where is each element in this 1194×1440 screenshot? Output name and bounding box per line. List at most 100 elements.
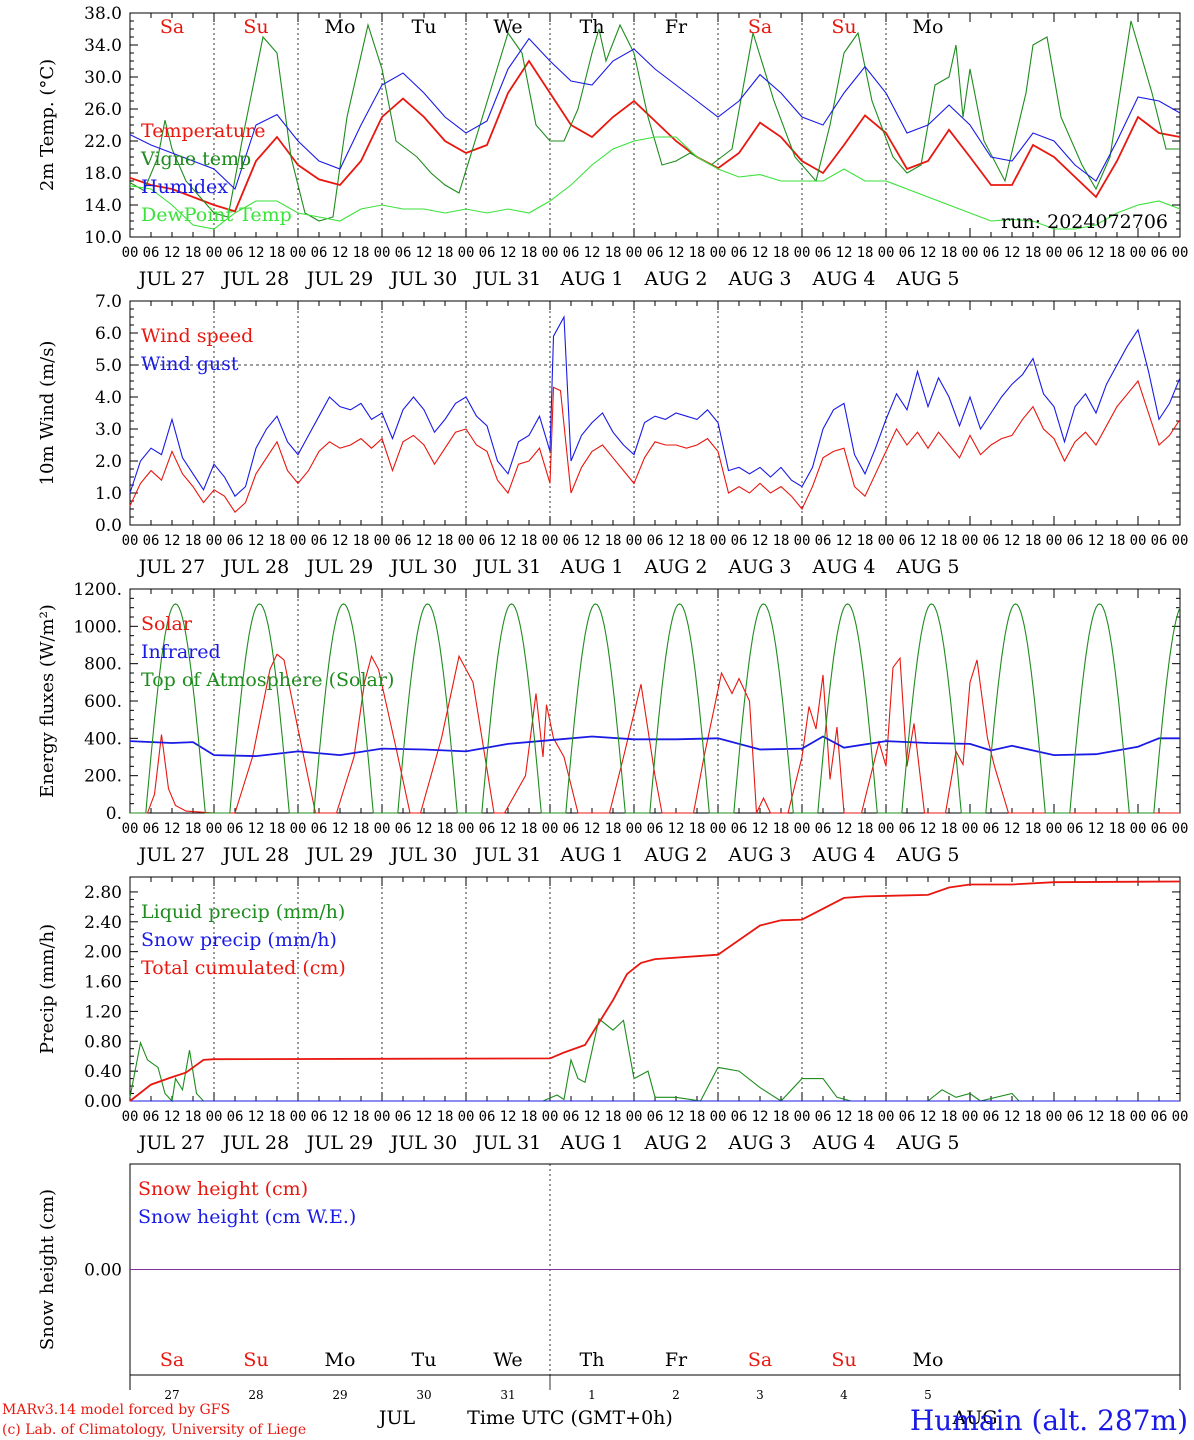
x-hour-label: 00 (962, 1109, 979, 1125)
day-number: 5 (924, 1388, 932, 1402)
x-hour-label: 00 (1172, 533, 1189, 549)
x-day-label: AUG 3 (727, 844, 791, 866)
x-day-label: JUL 28 (221, 556, 289, 578)
y-tick-label: 400. (84, 729, 122, 749)
x-hour-label: 06 (227, 245, 244, 261)
x-hour-label: 00 (290, 245, 307, 261)
weekday-label: Th (580, 1349, 605, 1371)
x-hour-label: 06 (899, 533, 916, 549)
y-tick-label: 4.0 (95, 388, 122, 408)
x-day-label: JUL 30 (389, 556, 457, 578)
run-label: run: 2024072706 (1001, 211, 1168, 233)
y-tick-label: 1.20 (84, 1002, 122, 1022)
x-hour-label: 06 (983, 821, 1000, 837)
weekday-label: Su (831, 1349, 856, 1371)
x-hour-label: 18 (605, 245, 622, 261)
x-hour-label: 00 (710, 821, 727, 837)
x-hour-label: 00 (206, 245, 223, 261)
x-hour-label: 06 (983, 533, 1000, 549)
x-hour-label: 18 (437, 245, 454, 261)
y-tick-label: 30.0 (84, 68, 122, 88)
day-number: 28 (248, 1388, 263, 1402)
x-hour-label: 06 (815, 1109, 832, 1125)
x-hour-label: 12 (1088, 245, 1105, 261)
weekday-label: Mo (325, 1349, 356, 1371)
x-day-label: JUL 29 (305, 268, 373, 290)
x-hour-label: 18 (1109, 533, 1126, 549)
y-tick-label: 600. (84, 692, 122, 712)
weekday-label: Sa (160, 16, 184, 38)
x-hour-label: 18 (857, 533, 874, 549)
x-hour-label: 18 (689, 533, 706, 549)
x-day-label: AUG 2 (643, 1132, 707, 1154)
x-day-label: JUL 31 (473, 556, 541, 578)
plot-frame (129, 588, 1181, 814)
x-hour-label: 00 (1046, 245, 1063, 261)
x-hour-label: 00 (542, 533, 559, 549)
x-hour-label: 06 (143, 245, 160, 261)
y-tick-label: 1.60 (84, 973, 122, 993)
x-hour-label: 00 (794, 821, 811, 837)
x-hour-label: 00 (1130, 821, 1147, 837)
x-day-label: JUL 31 (473, 1132, 541, 1154)
x-day-label: JUL 27 (137, 844, 205, 866)
panel-2: 0.0 1.0 2.0 3.0 4.0 5.0 6.0 7.0 10m Wind (m/s) 00… (37, 292, 1188, 578)
x-hour-label: 12 (248, 1109, 265, 1125)
x-hour-label: 12 (1088, 533, 1105, 549)
x-hour-label: 06 (983, 1109, 1000, 1125)
x-hour-label: 06 (899, 245, 916, 261)
x-hour-label: 12 (668, 533, 685, 549)
legend-entry: Snow height (cm) (138, 1178, 308, 1200)
x-hour-label: 18 (521, 821, 538, 837)
x-hour-label: 00 (290, 821, 307, 837)
y-axis-title: Precip (mm/h) (37, 924, 58, 1054)
series-line-vigne-temp (129, 20, 1180, 222)
x-hour-label: 12 (164, 533, 181, 549)
x-hour-label: 06 (1067, 533, 1084, 549)
series-line-temperature (129, 59, 1181, 213)
x-hour-label: 18 (521, 533, 538, 549)
x-hour-label: 06 (563, 1109, 580, 1125)
x-hour-label: 18 (605, 821, 622, 837)
x-hour-label: 18 (605, 1109, 622, 1125)
x-hour-label: 06 (479, 245, 496, 261)
weekday-label: Mo (913, 1349, 944, 1371)
weekday-label: We (493, 16, 522, 38)
x-hour-label: 12 (584, 533, 601, 549)
x-hour-label: 12 (500, 1109, 517, 1125)
x-hour-label: 18 (1025, 1109, 1042, 1125)
legend-entry: DewPoint Temp (141, 204, 292, 226)
weekday-label: Sa (160, 1349, 184, 1371)
month-label: JUL (377, 1407, 416, 1429)
x-hour-label: 18 (773, 1109, 790, 1125)
x-hour-label: 06 (1067, 1109, 1084, 1125)
x-hour-label: 06 (395, 533, 412, 549)
x-hour-label: 06 (1067, 821, 1084, 837)
x-hour-label: 12 (920, 1109, 937, 1125)
x-hour-label: 00 (962, 533, 979, 549)
x-hour-label: 12 (584, 1109, 601, 1125)
x-hour-label: 12 (248, 245, 265, 261)
series-line-total-cumulated-cm- (129, 880, 1181, 1102)
x-hour-label: 12 (500, 245, 517, 261)
x-hour-label: 06 (1151, 533, 1168, 549)
weekday-label: Th (580, 16, 605, 38)
x-day-label: JUL 28 (221, 844, 289, 866)
y-tick-label: 0.0 (95, 516, 122, 536)
series-line-top-of-atmosphere-solar- (130, 603, 1181, 814)
x-hour-label: 12 (836, 245, 853, 261)
legend-entry: Temperature (141, 120, 265, 142)
x-hour-label: 06 (479, 1109, 496, 1125)
x-hour-label: 00 (710, 533, 727, 549)
x-hour-label: 06 (731, 1109, 748, 1125)
x-hour-label: 00 (794, 1109, 811, 1125)
x-hour-label: 18 (941, 533, 958, 549)
y-tick-label: 800. (84, 655, 122, 675)
x-hour-label: 00 (878, 245, 895, 261)
day-number: 27 (164, 1388, 179, 1402)
credit-line: (c) Lab. of Climatology, University of L… (2, 1422, 306, 1438)
y-tick-label: 2.80 (84, 883, 122, 903)
y-tick-label: 0.00 (84, 1092, 122, 1112)
weekday-label: Su (243, 1349, 268, 1371)
x-hour-label: 12 (332, 1109, 349, 1125)
